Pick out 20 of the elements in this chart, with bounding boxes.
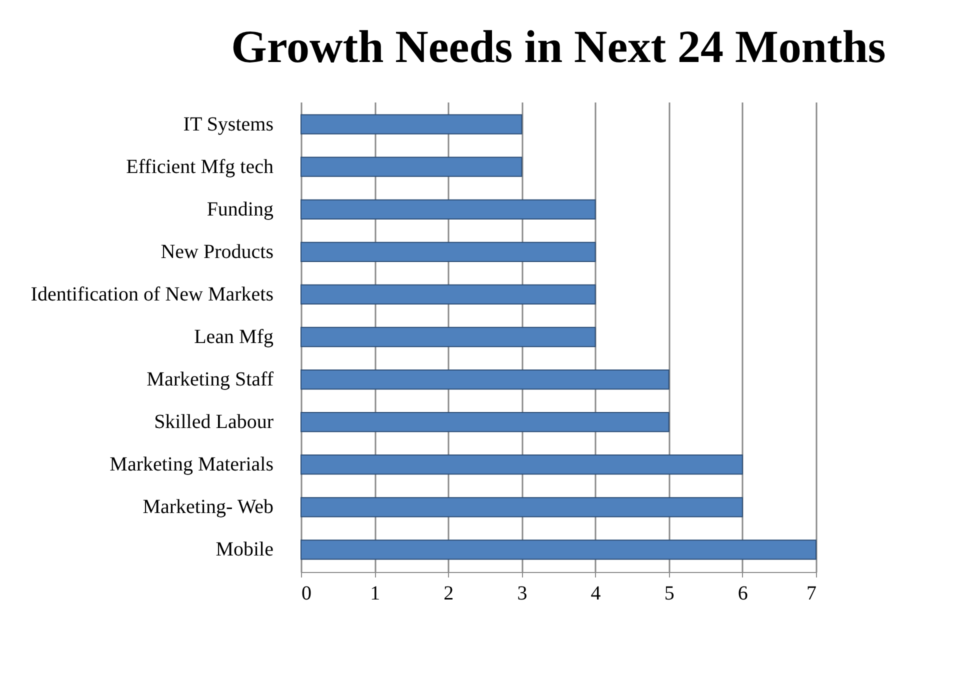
x-tick-label: 6 (738, 582, 748, 604)
x-tick-label: 3 (517, 582, 528, 604)
y-tick-label: Marketing Materials (110, 454, 274, 476)
y-tick-label: Marketing- Web (142, 496, 274, 518)
x-tick-label: 2 (444, 582, 454, 604)
y-tick-label: New Products (160, 240, 274, 263)
y-tick-label: IT Systems (183, 113, 274, 136)
y-tick-label: Skilled Labour (154, 411, 274, 434)
x-tick-label: 7 (806, 582, 816, 604)
y-tick-label: Lean Mfg (194, 326, 274, 348)
y-tick-label: Identification of New Markets (30, 283, 274, 306)
x-tick-label: 0 (302, 582, 312, 604)
y-tick-label: Funding (206, 198, 274, 220)
x-tick-label: 4 (590, 582, 601, 604)
y-tick-label: Efficient Mfg tech (126, 156, 274, 178)
y-tick-label: Mobile (216, 538, 274, 561)
y-tick-label: Marketing Staff (146, 368, 274, 391)
x-tick-label: 1 (370, 582, 380, 604)
chart-title: Growth Needs in Next 24 Months (231, 21, 886, 72)
x-tick-label: 5 (664, 582, 674, 604)
